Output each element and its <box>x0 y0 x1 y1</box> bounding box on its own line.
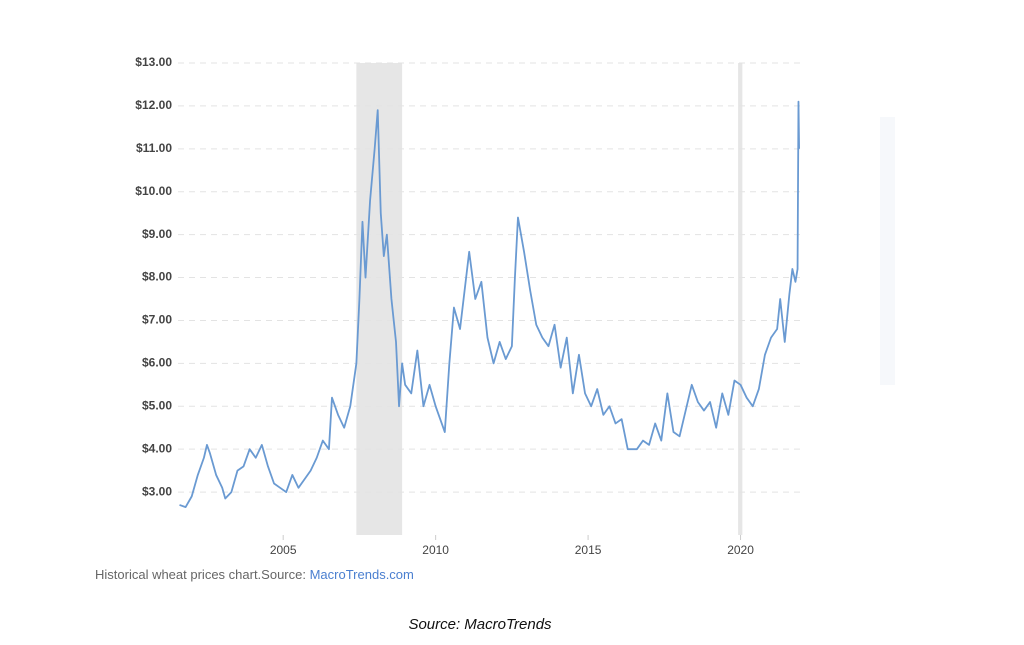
price-line <box>179 100 800 509</box>
x-tick-label: 2015 <box>575 543 602 557</box>
y-tick-label: $7.00 <box>142 313 172 327</box>
x-tick-label: 2005 <box>270 543 297 557</box>
y-tick-label: $8.00 <box>142 270 172 284</box>
y-tick-label: $10.00 <box>135 184 172 198</box>
y-tick-label: $11.00 <box>136 141 172 155</box>
plot: $3.00 $4.00 $5.00 $6.00 $7.00 $8.00 $9.00 $10.0… <box>135 55 800 557</box>
x-tick-label: 2020 <box>727 543 754 557</box>
y-tick-label: $6.00 <box>142 356 172 370</box>
side-panel <box>880 117 895 385</box>
y-tick-label: $9.00 <box>142 227 172 241</box>
shaded-range <box>738 63 743 535</box>
y-tick-label: $5.00 <box>142 398 172 412</box>
caption: Historical wheat prices chart.Source: Ma… <box>95 567 414 582</box>
y-tick-label: $13.00 <box>135 55 172 69</box>
y-tick-label: $4.00 <box>142 441 172 455</box>
y-tick-label: $3.00 <box>142 484 172 498</box>
source-note: Source: MacroTrends <box>408 616 552 633</box>
x-tick-label: 2010 <box>422 543 449 557</box>
caption-link[interactable]: MacroTrends.com <box>310 567 414 582</box>
y-tick-label: $12.00 <box>135 98 172 112</box>
caption-text: Historical wheat prices chart.Source: <box>95 567 310 582</box>
